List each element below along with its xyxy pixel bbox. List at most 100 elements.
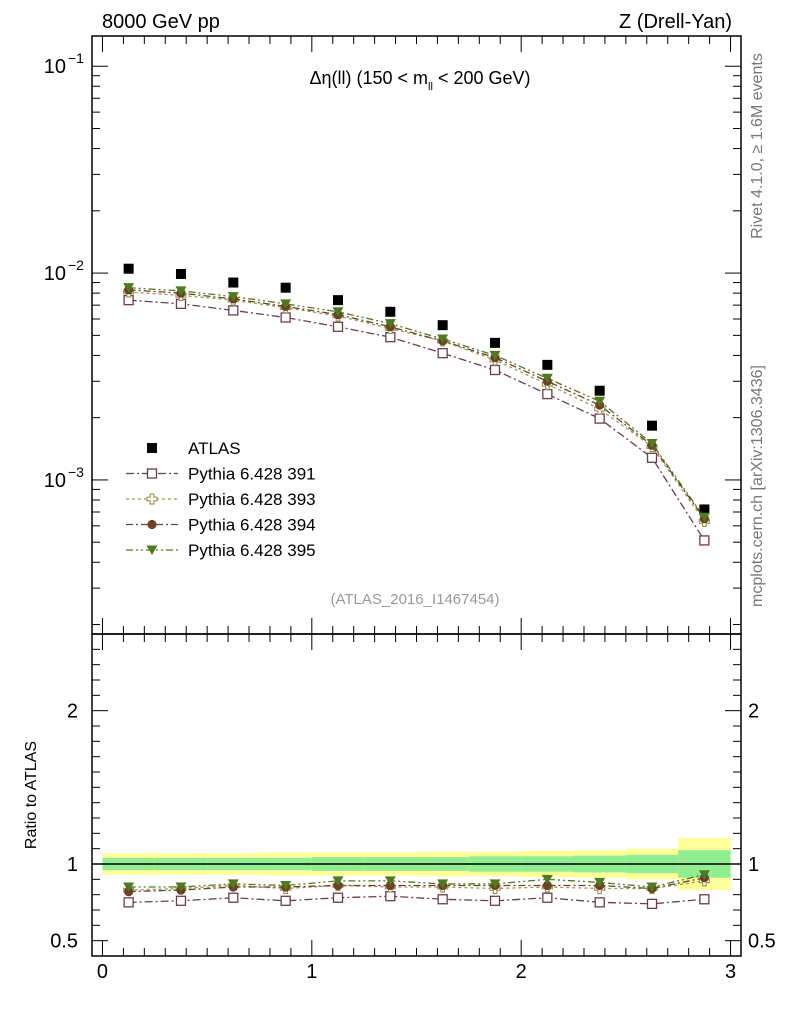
data-point-p395 <box>489 350 501 361</box>
data-point-p395 <box>698 512 710 523</box>
ratio-y-tick-label-right: 0.5 <box>748 931 776 953</box>
ratio-point-p391 <box>542 892 553 903</box>
main-y-tick-label: 10 <box>44 56 66 78</box>
ratio-point-p395 <box>437 879 449 889</box>
data-point-atlas <box>594 385 605 396</box>
data-point-p391 <box>280 312 291 323</box>
ratio-point-p395 <box>123 882 135 892</box>
legend-entry-p393: Pythia 6.428 393 <box>126 490 316 509</box>
mcplots-label: mcplots.cern.ch [arXiv:1306.3436] <box>749 365 766 607</box>
ratio-point-p395 <box>489 879 501 889</box>
data-point-p391 <box>437 348 448 359</box>
ratio-y-tick-label-right: 2 <box>748 701 759 723</box>
data-point-atlas <box>280 282 291 293</box>
ratio-point-p395 <box>541 874 553 885</box>
data-point-atlas <box>437 320 448 331</box>
main-y-tick-label: 10 <box>44 470 66 492</box>
data-point-atlas <box>490 337 501 348</box>
data-point-p395 <box>437 334 449 345</box>
plot-title: Δη(ll) (150 < mll < 200 GeV) <box>309 68 530 93</box>
data-point-atlas <box>699 504 710 515</box>
ratio-axis-ticks <box>92 634 741 956</box>
data-point-p395 <box>175 286 187 296</box>
data-point-p391 <box>489 364 501 376</box>
series-p395 <box>123 283 710 523</box>
ratio-y-tick-label-left: 1 <box>67 854 78 876</box>
legend-marker <box>147 443 157 453</box>
series-line-p394 <box>128 289 705 520</box>
rivet-version-label: Rivet 4.1.0, ≥ 1.6M events <box>749 53 766 239</box>
ratio-series-p391 <box>123 891 710 910</box>
ratio-line-p393 <box>128 880 705 891</box>
ratio-uncertainty-band <box>92 837 741 891</box>
ratio-point-p395 <box>175 882 187 892</box>
ratio-line-p395 <box>128 874 705 888</box>
ratio-point-p391 <box>646 898 658 910</box>
data-point-p395 <box>594 396 606 407</box>
ratio-point-p395 <box>646 882 658 892</box>
data-point-p391 <box>228 305 239 316</box>
ratio-point-p395 <box>594 877 606 888</box>
data-point-p391 <box>542 388 553 400</box>
ratio-point-p391 <box>228 892 239 903</box>
legend-label: Pythia 6.428 391 <box>188 465 316 484</box>
plot-title-suffix: < 200 GeV) <box>433 68 531 88</box>
data-point-atlas <box>175 268 186 279</box>
legend-entry-p395: Pythia 6.428 395 <box>126 541 316 560</box>
x-tick-label: 3 <box>725 961 736 983</box>
series-line-p391 <box>128 299 705 541</box>
data-point-p391 <box>646 452 658 463</box>
ratio-point-p395 <box>280 880 292 891</box>
main-series-group <box>123 263 710 546</box>
legend-label: Pythia 6.428 394 <box>188 516 316 535</box>
ratio-point-p395 <box>227 879 239 889</box>
legend-marker <box>147 519 157 530</box>
plot-title-subscript: ll <box>428 81 433 93</box>
main-y-tick-label-base: 10 <box>44 263 66 285</box>
legend-marker <box>146 493 158 505</box>
legend-label: Pythia 6.428 395 <box>188 541 316 560</box>
legend-entry-atlas: ATLAS <box>147 439 241 458</box>
ratio-line-p394 <box>128 877 705 893</box>
series-p391 <box>123 294 710 546</box>
main-panel: 10−110−210−3 Δη(ll) (150 < mll < 200 GeV… <box>44 35 742 635</box>
ratio-point-p391 <box>123 897 134 908</box>
series-line-p393 <box>128 291 705 522</box>
data-point-p395 <box>646 439 658 449</box>
ratio-point-p391 <box>385 891 396 902</box>
main-y-tick-label-base: 10 <box>44 56 66 78</box>
ratio-y-tick-label-left: 2 <box>67 701 78 723</box>
ratio-point-p395 <box>698 870 710 880</box>
ratio-point-p391 <box>437 894 448 905</box>
ratio-y-axis-label: Ratio to ATLAS <box>23 741 40 849</box>
legend-entry-p394: Pythia 6.428 394 <box>126 516 316 535</box>
series-p394 <box>124 285 709 524</box>
legend-marker <box>146 545 158 555</box>
data-point-atlas <box>647 420 658 431</box>
legend: ATLAS Pythia 6.428 391 Pythia 6.428 393 Pyt… <box>126 439 316 560</box>
legend-entry-p391: Pythia 6.428 391 <box>126 465 316 484</box>
ratio-point-p394 <box>542 880 552 891</box>
main-y-tick-label-exponent: −3 <box>68 464 84 480</box>
ratio-point-p395 <box>332 876 344 886</box>
main-axis-ticks <box>92 36 741 634</box>
legend-marker <box>146 468 158 479</box>
series-line-p395 <box>128 287 705 518</box>
data-point-atlas <box>123 263 134 274</box>
ratio-point-p391 <box>594 897 605 908</box>
ratio-point-p391 <box>332 892 344 903</box>
ratio-point-p391 <box>699 894 710 905</box>
data-point-p391 <box>699 535 710 546</box>
legend-label: Pythia 6.428 393 <box>188 490 316 509</box>
ratio-point-p391 <box>280 895 291 906</box>
ratio-frame <box>91 633 742 957</box>
data-point-p395 <box>384 319 396 329</box>
plot-title-prefix: Δη(ll) (150 < m <box>309 68 428 88</box>
header-right-label: Z (Drell-Yan) <box>619 11 732 33</box>
ratio-y-tick-label-right: 1 <box>748 854 759 876</box>
data-point-atlas <box>542 359 553 370</box>
header-left-label: 8000 GeV pp <box>102 11 220 33</box>
data-point-atlas <box>228 277 239 288</box>
main-y-tick-label: 10 <box>44 263 66 285</box>
